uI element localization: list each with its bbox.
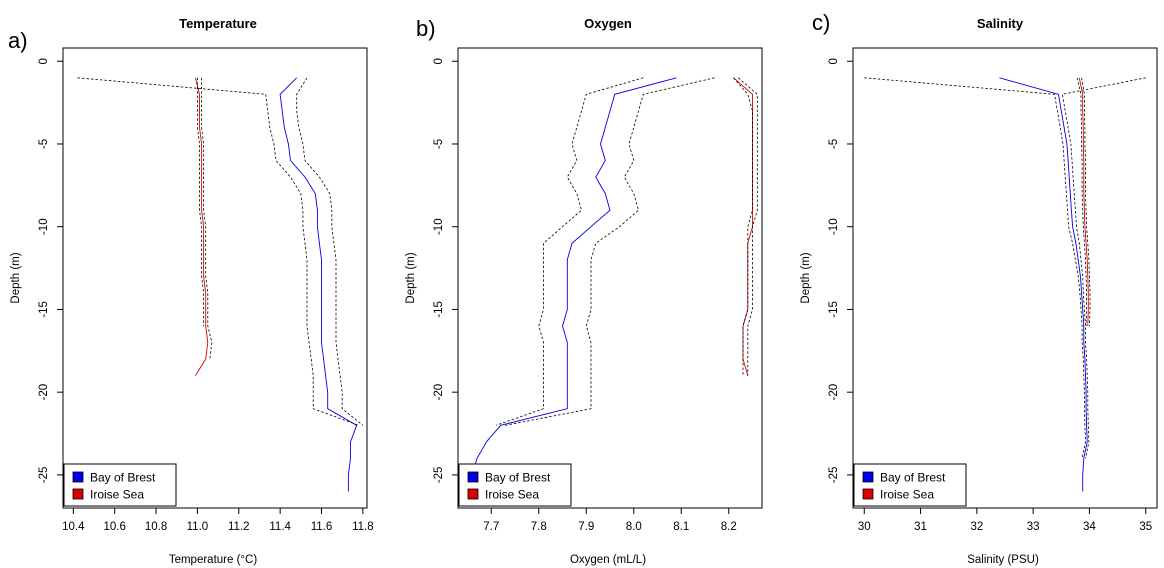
x-axis-label: Temperature (°C) [169,554,257,566]
legend-label: Bay of Brest [485,471,551,485]
legend-label: Iroise Sea [485,488,539,502]
series-line-iroise-sea-ci [738,77,758,376]
y-tick-label: -5 [38,139,50,149]
legend-swatch-bay-of-brest [862,471,874,483]
y-axis-label: Depth (m) [10,252,22,303]
chart-title: Temperature [179,16,257,31]
y-tick-label: -5 [828,139,840,149]
panel-label-b: b) [416,16,436,41]
series-line-bay-of-brest-ci [77,77,359,426]
legend-swatch-iroise-sea [467,488,479,500]
y-tick-label: 0 [38,58,50,64]
series-line-bay-of-brest-mean [279,77,358,492]
y-tick-label: 0 [828,58,840,64]
series-line-iroise-sea-ci [196,77,205,326]
x-tick-label: 31 [914,521,927,533]
x-tick-label: 11.4 [269,521,291,533]
legend-box [63,463,177,507]
x-tick-label: 11.6 [311,521,333,533]
y-tick-label: -20 [433,384,445,401]
x-axis-label: Salinity (PSU) [967,554,1039,566]
y-tick-label: -20 [828,384,840,401]
series-line-bay-of-brest-mean [471,77,677,476]
x-axis-label: Oxygen (mL/L) [570,554,646,566]
x-tick-label: 7.7 [483,521,499,533]
plot-frame [62,47,368,509]
x-tick-label: 30 [858,521,871,533]
series-line-iroise-sea-mean [1078,77,1089,327]
x-tick-label: 7.8 [531,521,547,533]
legend-swatch-iroise-sea [862,488,874,500]
legend-label: Iroise Sea [880,488,934,502]
x-tick-label: 11.2 [228,521,250,533]
x-tick-label: 10.8 [145,521,167,533]
x-tick-label: 35 [1139,521,1152,533]
chart-panel-1: Temperature 10.4 10.6 10.8 11.0 11.2 11.4 11.6 1… [10,16,374,566]
legend-swatch-bay-of-brest [467,471,479,483]
y-tick-label: -20 [38,384,50,401]
x-tick-label: 8.2 [721,521,737,533]
y-tick-label: -10 [38,218,50,235]
y-axis-label: Depth (m) [800,252,812,303]
series-line-bay-of-brest-ci [296,77,364,426]
chart-title: Salinity [977,16,1024,31]
plot-frame [457,47,763,509]
x-tick-label: 32 [970,521,983,533]
chart-panel-2: Oxygen 7.7 7.8 7.9 8.0 8.1 8.2 Oxygen (mL/L) 0 -5… [405,16,763,566]
y-tick-label: -15 [38,301,50,318]
x-tick-label: 8.0 [626,521,642,533]
y-tick-label: -25 [433,467,445,484]
y-tick-label: -15 [828,301,840,318]
chart-title: Oxygen [584,16,632,31]
x-tick-label: 11.8 [352,521,374,533]
series-line-bay-of-brest-mean [999,77,1088,492]
panel-label-c: c) [812,10,831,35]
legend-label: Bay of Brest [880,471,946,485]
x-tick-label: 7.9 [578,521,594,533]
series-line-iroise-sea-mean [733,77,753,376]
series-line-iroise-sea-ci [1081,77,1091,327]
y-tick-label: -15 [433,301,445,318]
x-tick-label: 33 [1027,521,1040,533]
legend-label: Bay of Brest [90,471,156,485]
series-line-iroise-sea-mean [194,77,209,376]
series-line-iroise-sea-ci [201,77,213,360]
series-line-bay-of-brest-ci [1061,77,1146,459]
legend-label: Iroise Sea [90,488,144,502]
plot-frame [852,47,1158,509]
x-tick-label: 10.4 [62,521,85,533]
x-tick-label: 34 [1083,521,1096,533]
x-tick-label: 8.1 [673,521,689,533]
series-line-bay-of-brest-ci [864,77,1086,459]
y-tick-label: -25 [38,467,50,484]
y-tick-label: -10 [433,218,445,235]
legend-swatch-bay-of-brest [72,471,84,483]
x-tick-label: 11.0 [187,521,209,533]
y-tick-label: 0 [433,58,445,64]
x-tick-label: 10.6 [104,521,126,533]
panel-label-a: a) [8,28,28,53]
y-tick-label: -5 [433,139,445,149]
legend-swatch-iroise-sea [72,488,84,500]
series-line-iroise-sea-ci [1076,77,1087,327]
y-axis-label: Depth (m) [405,252,417,303]
y-tick-label: -10 [828,218,840,235]
y-tick-label: -25 [828,467,840,484]
series-line-iroise-sea-ci [733,77,753,376]
series-line-bay-of-brest-ci [505,77,715,426]
chart-panel-3: Salinity 30 31 32 33 34 35 Salinity (PSU) 0 -5 -10… [800,16,1158,566]
